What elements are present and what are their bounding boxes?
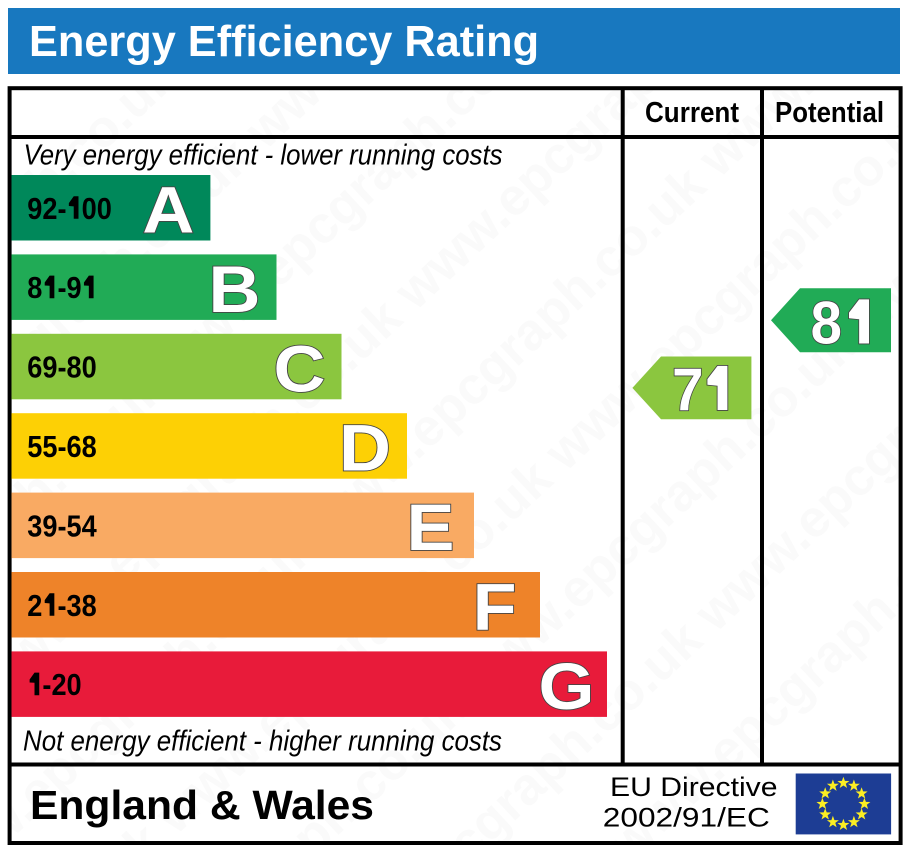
svg-text:39-54: 39-54 (27, 510, 97, 544)
svg-text:G: G (539, 650, 595, 724)
svg-text:B: B (209, 253, 261, 327)
svg-text:D: D (339, 411, 391, 485)
svg-text:Not energy efficient - higher: Not energy efficient - higher running co… (23, 725, 502, 757)
svg-text:00: 00 (82, 192, 112, 226)
svg-text:EU Directive: EU Directive (610, 772, 778, 802)
svg-text:55-68: 55-68 (27, 430, 96, 464)
svg-text:7: 7 (672, 356, 703, 423)
svg-text:8: 8 (811, 290, 842, 357)
svg-text:69-80: 69-80 (27, 351, 96, 385)
svg-text:Energy Efficiency Rating: Energy Efficiency Rating (29, 18, 539, 66)
svg-text:England & Wales: England & Wales (30, 782, 374, 828)
svg-text:2002/91/EC: 2002/91/EC (603, 803, 770, 833)
svg-text:-9: -9 (58, 272, 82, 306)
svg-text:A: A (142, 173, 194, 247)
svg-text:-20: -20 (42, 669, 81, 703)
svg-text:Potential: Potential (775, 97, 884, 129)
svg-text:2: 2 (27, 589, 42, 623)
svg-text:Current: Current (645, 97, 739, 129)
svg-text:F: F (473, 570, 517, 644)
svg-text:E: E (407, 491, 455, 565)
svg-text:8: 8 (27, 272, 42, 306)
svg-text:92-: 92- (27, 192, 66, 226)
svg-text:C: C (274, 332, 326, 406)
svg-text:Very energy efficient - lower: Very energy efficient - lower running co… (24, 140, 503, 172)
svg-text:-38: -38 (58, 589, 97, 623)
